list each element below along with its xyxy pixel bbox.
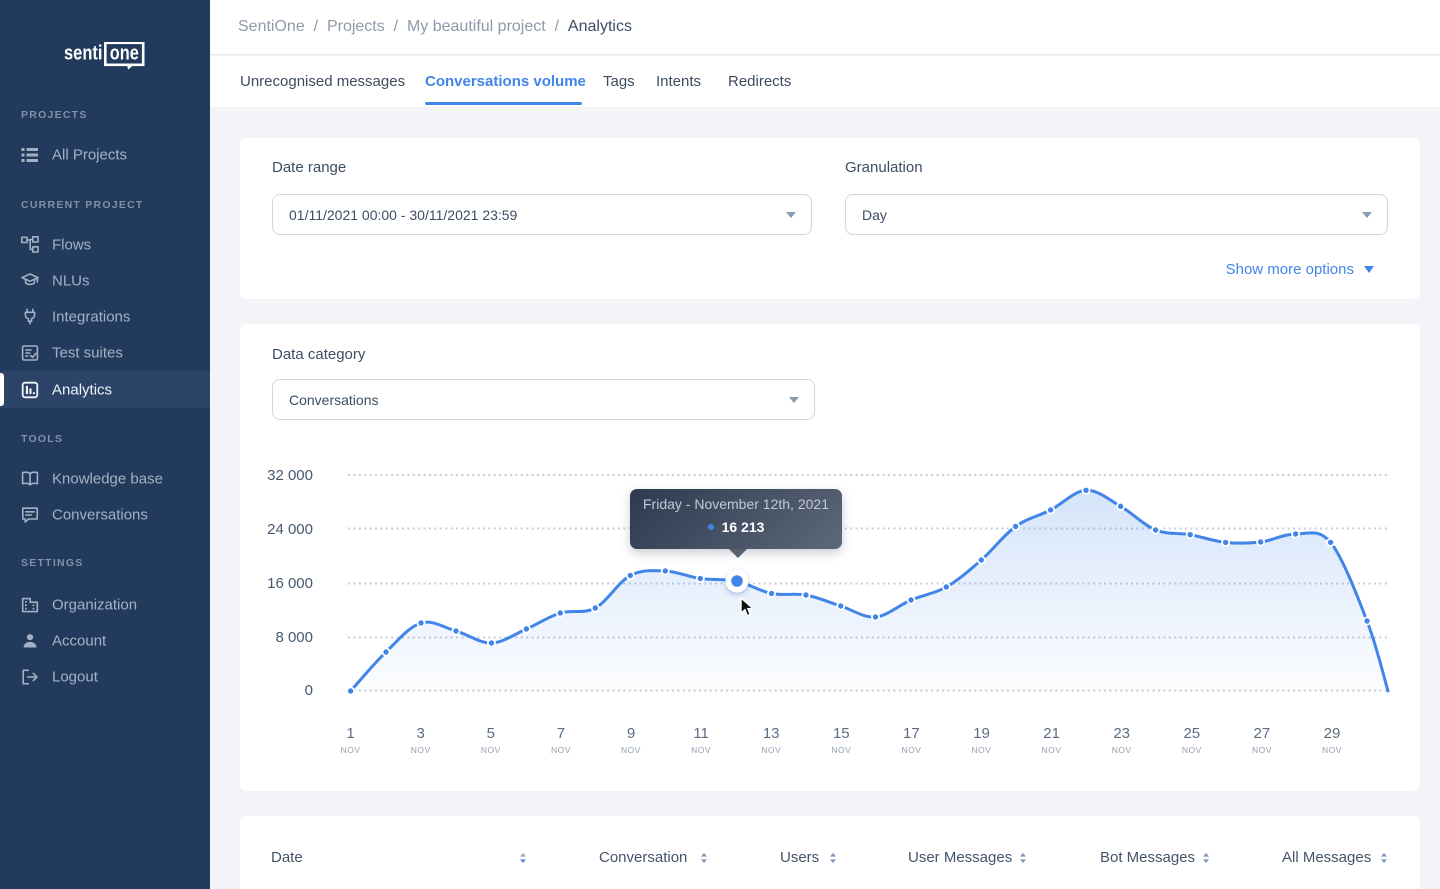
svg-text:19: 19 — [973, 725, 990, 742]
svg-text:NOV: NOV — [1182, 745, 1202, 755]
svg-text:NOV: NOV — [901, 745, 921, 755]
svg-text:NOV: NOV — [691, 745, 711, 755]
svg-text:NOV: NOV — [1112, 745, 1132, 755]
svg-text:NOV: NOV — [621, 745, 641, 755]
svg-text:11: 11 — [693, 725, 709, 742]
svg-text:16 000: 16 000 — [267, 575, 313, 592]
svg-text:NOV: NOV — [551, 745, 571, 755]
svg-text:15: 15 — [833, 725, 850, 742]
svg-text:NOV: NOV — [1322, 745, 1342, 755]
svg-text:3: 3 — [417, 725, 425, 742]
svg-text:NOV: NOV — [761, 745, 781, 755]
svg-text:NOV: NOV — [481, 745, 501, 755]
svg-text:13: 13 — [763, 725, 780, 742]
svg-text:NOV: NOV — [1252, 745, 1272, 755]
svg-text:NOV: NOV — [341, 745, 361, 755]
svg-text:27: 27 — [1254, 725, 1271, 742]
svg-text:NOV: NOV — [1042, 745, 1062, 755]
svg-text:21: 21 — [1043, 725, 1060, 742]
svg-text:senti: senti — [64, 42, 103, 64]
svg-text:9: 9 — [627, 725, 635, 742]
svg-text:NOV: NOV — [972, 745, 992, 755]
svg-text:32 000: 32 000 — [267, 467, 313, 484]
svg-text:NOV: NOV — [831, 745, 851, 755]
svg-text:8 000: 8 000 — [275, 629, 313, 646]
svg-text:5: 5 — [487, 725, 495, 742]
svg-text:24 000: 24 000 — [267, 521, 313, 538]
svg-text:NOV: NOV — [411, 745, 431, 755]
svg-text:one: one — [110, 42, 139, 64]
svg-text:0: 0 — [305, 682, 313, 699]
svg-text:17: 17 — [903, 725, 920, 742]
svg-text:25: 25 — [1183, 725, 1200, 742]
svg-text:1: 1 — [346, 725, 354, 742]
svg-text:7: 7 — [557, 725, 565, 742]
svg-text:23: 23 — [1113, 725, 1130, 742]
svg-text:29: 29 — [1324, 725, 1341, 742]
